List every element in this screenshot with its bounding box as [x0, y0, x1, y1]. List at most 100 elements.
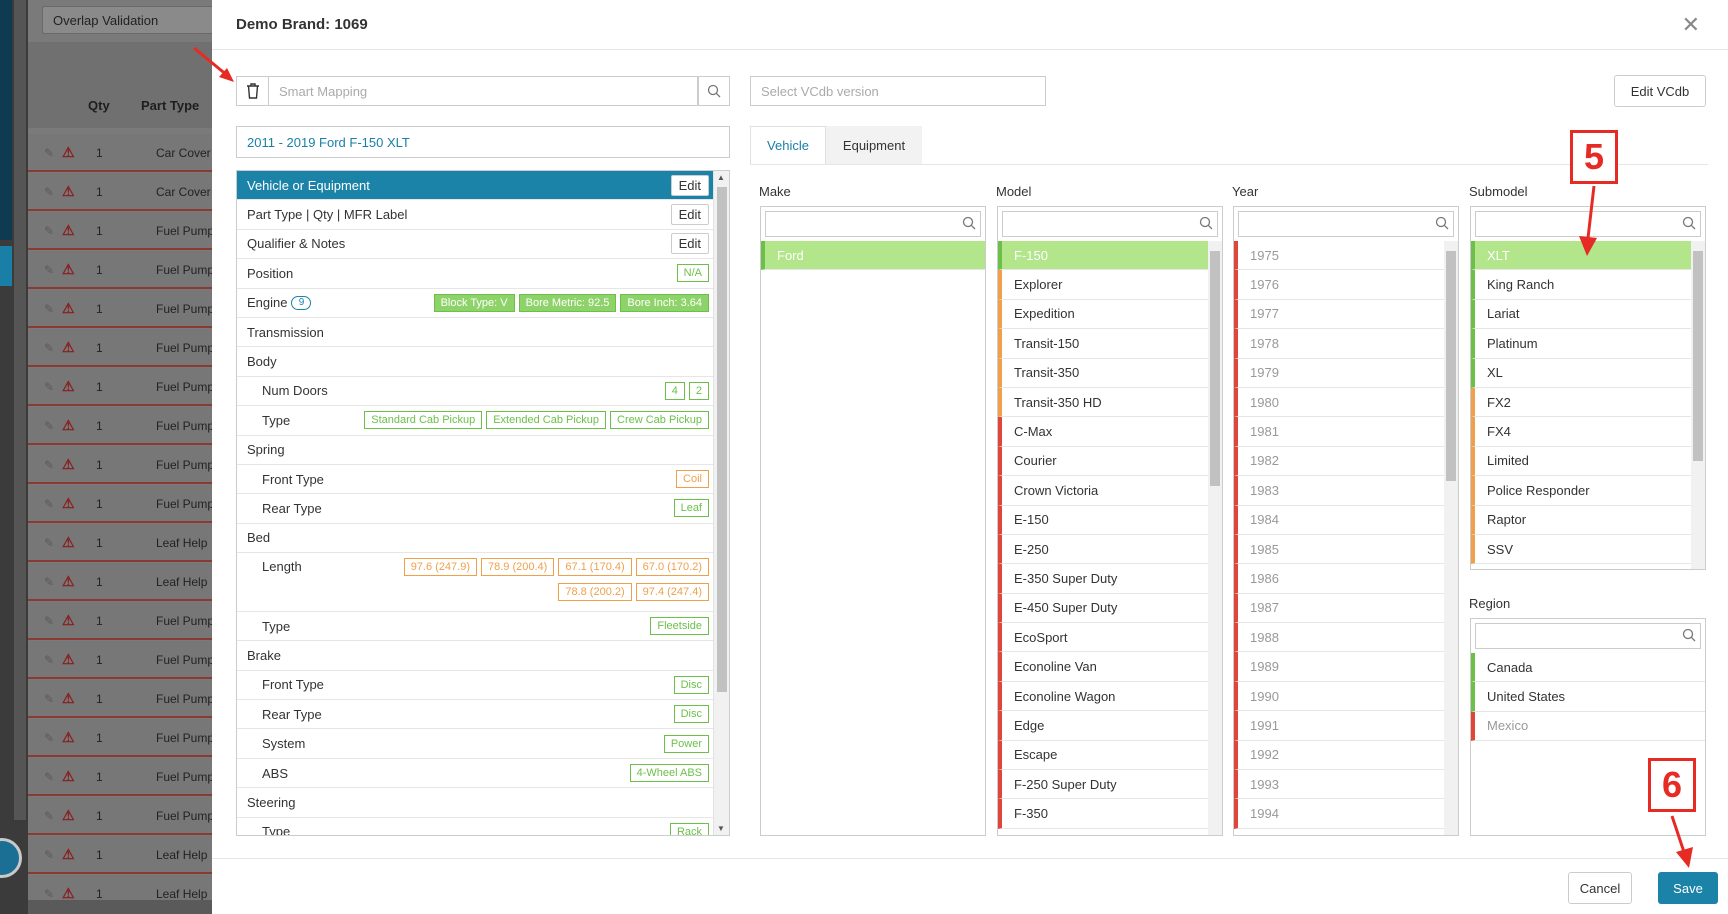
list-item[interactable]: 1978: [1234, 329, 1444, 359]
list-item[interactable]: Edge: [998, 711, 1208, 741]
attr-spring-rear[interactable]: Rear Type Leaf: [237, 494, 715, 524]
list-item[interactable]: F-250 Super Duty: [998, 770, 1208, 800]
year-scrollbar[interactable]: [1444, 241, 1458, 835]
bed-length-tag[interactable]: 78.9 (200.4): [481, 558, 555, 577]
scroll-thumb[interactable]: [1446, 251, 1456, 481]
background-table-row[interactable]: ✎ ⚠ 1 Fuel Pump: [28, 797, 214, 835]
list-item[interactable]: 1984: [1234, 505, 1444, 535]
save-button[interactable]: Save: [1658, 872, 1718, 904]
edit-pencil-icon[interactable]: ✎: [44, 185, 55, 199]
list-item[interactable]: Transit-350 HD: [998, 387, 1208, 418]
edit-pencil-icon[interactable]: ✎: [44, 380, 55, 394]
attr-spring-front[interactable]: Front Type Coil: [237, 465, 715, 495]
attr-part-type[interactable]: Part Type | Qty | MFR Label Edit: [237, 200, 715, 230]
attr-steering-type[interactable]: Type Rack: [237, 818, 715, 835]
background-table-row[interactable]: ✎ ⚠ 1 Fuel Pump: [28, 641, 214, 679]
steering-type-tag[interactable]: Rack: [669, 822, 709, 835]
background-table-row[interactable]: ✎ ⚠ 1 Fuel Pump: [28, 251, 214, 289]
list-item[interactable]: Escape: [998, 740, 1208, 771]
attr-vehicle-or-equipment[interactable]: Vehicle or Equipment Edit: [237, 171, 715, 201]
list-item[interactable]: 1975: [1234, 241, 1444, 271]
list-item[interactable]: FX2: [1471, 387, 1691, 418]
list-item[interactable]: Limited: [1471, 446, 1691, 477]
edit-pencil-icon[interactable]: ✎: [44, 419, 55, 433]
list-item[interactable]: Transit-150: [998, 329, 1208, 359]
bed-length-tag[interactable]: 67.1 (170.4): [558, 558, 632, 577]
list-item[interactable]: Ford: [761, 241, 985, 271]
background-table-row[interactable]: ✎ ⚠ 1 Fuel Pump: [28, 758, 214, 796]
bed-length-tag[interactable]: 97.6 (247.9): [403, 558, 478, 577]
background-table-row[interactable]: ✎ ⚠ 1 Fuel Pump: [28, 290, 214, 328]
edit-pencil-icon[interactable]: ✎: [44, 692, 55, 706]
close-icon[interactable]: ✕: [1681, 12, 1700, 37]
scroll-thumb[interactable]: [1210, 251, 1220, 486]
list-item[interactable]: Explorer: [998, 270, 1208, 300]
edit-pencil-icon[interactable]: ✎: [44, 263, 55, 277]
attr-brake-rear[interactable]: Rear Type Disc: [237, 700, 715, 730]
edit-pencil-icon[interactable]: ✎: [44, 146, 55, 160]
edit-pencil-icon[interactable]: ✎: [44, 731, 55, 745]
edit-pencil-icon[interactable]: ✎: [44, 770, 55, 784]
list-item[interactable]: 1990: [1234, 681, 1444, 712]
edit-pencil-icon[interactable]: ✎: [44, 575, 55, 589]
background-table-row[interactable]: ✎ ⚠ 1 Fuel Pump: [28, 212, 214, 250]
list-item[interactable]: F-350: [998, 799, 1208, 829]
bed-length-tag[interactable]: 97.4 (247.4): [635, 583, 709, 602]
tab-vehicle[interactable]: Vehicle: [750, 126, 826, 164]
scroll-up-icon[interactable]: ▲: [717, 173, 725, 182]
edit-pencil-icon[interactable]: ✎: [44, 809, 55, 823]
vcdb-version-select[interactable]: Select VCdb version: [750, 76, 1046, 106]
body-type-tag[interactable]: Standard Cab Pickup: [364, 411, 483, 430]
list-item[interactable]: Econoline Wagon: [998, 681, 1208, 712]
scroll-thumb[interactable]: [717, 187, 727, 692]
list-item[interactable]: Mexico: [1471, 711, 1705, 742]
list-item[interactable]: 1983: [1234, 476, 1444, 506]
list-item[interactable]: Courier: [998, 446, 1208, 477]
validation-dropdown[interactable]: Overlap Validation: [42, 6, 214, 34]
tab-equipment[interactable]: Equipment: [826, 126, 922, 164]
edit-pencil-icon[interactable]: ✎: [44, 536, 55, 550]
background-table-row[interactable]: ✎ ⚠ 1 Fuel Pump: [28, 368, 214, 406]
background-table-row[interactable]: ✎ ⚠ 1 Fuel Pump: [28, 407, 214, 445]
background-table-row[interactable]: ✎ ⚠ 1 Fuel Pump: [28, 329, 214, 367]
list-item[interactable]: United States: [1471, 682, 1705, 712]
edit-pencil-icon[interactable]: ✎: [44, 497, 55, 511]
smart-mapping-search-button[interactable]: [698, 76, 730, 106]
edit-pencil-icon[interactable]: ✎: [44, 302, 55, 316]
edit-vehicle-button[interactable]: Edit: [670, 174, 709, 196]
list-item[interactable]: 1979: [1234, 358, 1444, 388]
position-tag[interactable]: N/A: [676, 264, 709, 283]
list-item[interactable]: FX4: [1471, 417, 1691, 447]
background-table-row[interactable]: ✎ ⚠ 1 Fuel Pump: [28, 680, 214, 718]
attr-brake-front[interactable]: Front Type Disc: [237, 671, 715, 701]
background-table-row[interactable]: ✎ ⚠ 1 Leaf Help: [28, 836, 212, 874]
scroll-down-icon[interactable]: ▼: [717, 824, 725, 833]
list-item[interactable]: E-450 Super Duty: [998, 593, 1208, 624]
edit-part-type-button[interactable]: Edit: [670, 204, 709, 226]
list-item[interactable]: Platinum: [1471, 329, 1691, 359]
list-item[interactable]: 1992: [1234, 740, 1444, 771]
list-item[interactable]: XL: [1471, 358, 1691, 388]
list-item[interactable]: E-250: [998, 534, 1208, 565]
cancel-button[interactable]: Cancel: [1568, 872, 1632, 904]
background-table-row[interactable]: ✎ ⚠ 1 Fuel Pump: [28, 602, 214, 640]
list-item[interactable]: XLT: [1471, 241, 1691, 271]
list-item[interactable]: 1989: [1234, 652, 1444, 682]
background-table-row[interactable]: ✎ ⚠ 1 Leaf Help: [28, 524, 212, 562]
attr-abs[interactable]: ABS 4-Wheel ABS: [237, 759, 715, 789]
engine-tag[interactable]: Block Type: V: [433, 293, 515, 312]
list-item[interactable]: 1977: [1234, 299, 1444, 330]
bed-length-tag[interactable]: 67.0 (170.2): [635, 558, 709, 577]
body-type-tag[interactable]: Extended Cab Pickup: [486, 411, 607, 430]
list-item[interactable]: 1986: [1234, 564, 1444, 594]
make-search-input[interactable]: [765, 211, 981, 237]
model-search-input[interactable]: [1002, 211, 1218, 237]
list-item[interactable]: Expedition: [998, 299, 1208, 330]
brake-system-tag[interactable]: Power: [663, 734, 709, 753]
num-doors-tag[interactable]: 2: [688, 381, 709, 400]
vehicle-summary-field[interactable]: 2011 - 2019 Ford F-150 XLT: [236, 126, 730, 158]
edit-pencil-icon[interactable]: ✎: [44, 614, 55, 628]
attr-position[interactable]: Position N/A: [237, 259, 715, 289]
attr-bed-length[interactable]: Length 97.6 (247.9) 78.9 (200.4) 67.1 (1…: [237, 553, 715, 612]
submodel-search-input[interactable]: [1475, 211, 1701, 237]
